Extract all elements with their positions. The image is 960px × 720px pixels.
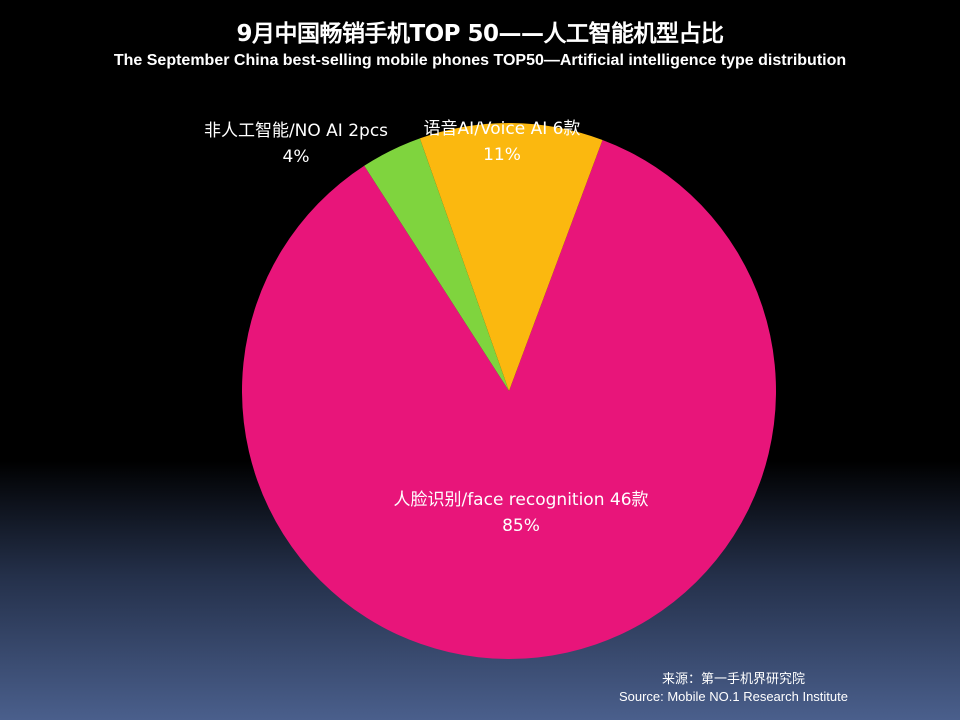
slice-label-voice-ai-percent: 11% — [483, 145, 521, 165]
source-note: 来源：第一手机界研究院 Source: Mobile NO.1 Research… — [619, 670, 848, 706]
slice-label-no-ai-percent: 4% — [282, 147, 310, 167]
slice-label-voice-ai-text: 语音AI/Voice AI 6款 — [423, 119, 581, 139]
pie-slice-face-recognition — [241, 139, 776, 659]
slice-label-voice-ai: 语音AI/Voice AI 6款 11% — [424, 116, 581, 168]
pie-slice-voice-ai — [419, 122, 603, 391]
pie-slice-no-ai — [364, 138, 509, 391]
chart-subtitle: The September China best-selling mobile … — [113, 52, 847, 69]
slice-label-face-recognition: 人脸识别/face recognition 46款 85% — [393, 487, 648, 539]
slice-label-face-recognition-text: 人脸识别/face recognition 46款 — [393, 490, 649, 510]
slice-label-face-recognition-percent: 85% — [502, 516, 540, 536]
source-note-cn: 来源：第一手机界研究院 — [661, 671, 805, 686]
slice-label-no-ai: 非人工智能/NO AI 2pcs 4% — [204, 118, 388, 170]
chart-title: 9月中国畅销手机TOP 50——人工智能机型占比 — [236, 21, 724, 47]
source-note-en: Source: Mobile NO.1 Research Institute — [618, 689, 848, 704]
slice-label-no-ai-text: 非人工智能/NO AI 2pcs — [203, 121, 389, 141]
